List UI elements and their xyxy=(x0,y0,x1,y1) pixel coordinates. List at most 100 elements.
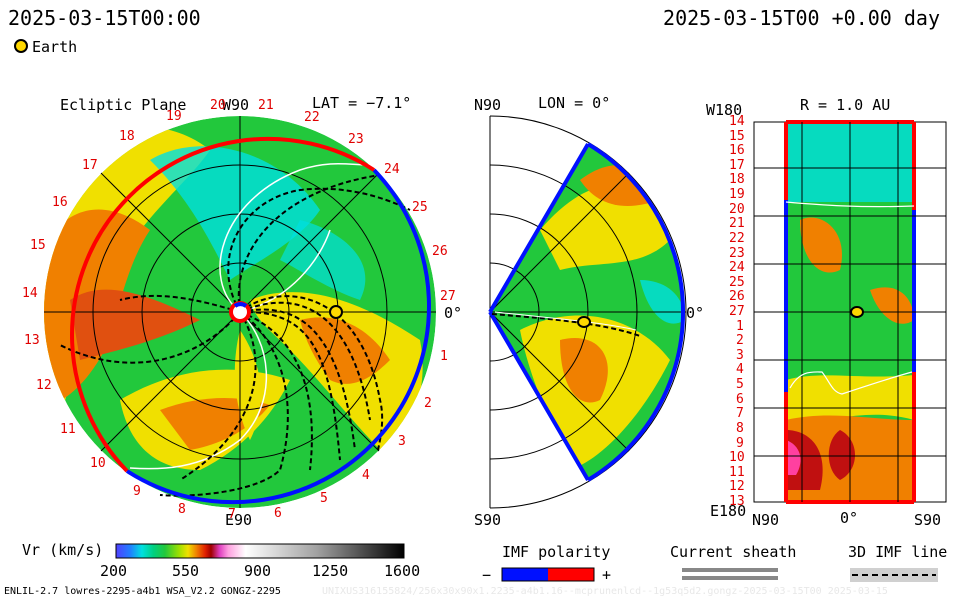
ecliptic-rot-13: 13 xyxy=(24,333,40,348)
ecliptic-rot-9: 9 xyxy=(133,484,141,499)
radial-row-label: 4 xyxy=(736,362,744,378)
ecliptic-right-label: 0° xyxy=(444,304,463,322)
ecliptic-rot-15: 15 xyxy=(30,238,46,253)
radial-row-label: 8 xyxy=(736,420,744,436)
radial-earth-marker xyxy=(850,306,864,318)
meridional-edge-south xyxy=(488,310,590,482)
ecliptic-imf-lines xyxy=(59,174,411,497)
ecliptic-rot-24: 24 xyxy=(384,162,400,177)
imf-minus-label: − xyxy=(482,566,492,584)
radial-row-label: 21 xyxy=(729,216,745,232)
radial-top-left-label: W180 xyxy=(706,101,743,119)
radial-row-label: 24 xyxy=(729,260,745,276)
meridional-grid xyxy=(489,115,687,509)
radial-bottom-zero: 0° xyxy=(840,509,859,527)
meridional-top-label: N90 xyxy=(474,96,502,114)
current-sheath-legend-line-2 xyxy=(682,576,778,580)
meridional-polarity-boundary xyxy=(586,142,685,482)
meridional-earth-marker xyxy=(577,316,591,328)
radial-row-label: 26 xyxy=(729,289,745,305)
ecliptic-rot-19: 19 xyxy=(166,109,182,124)
elapsed-timestamp: 2025-03-15T00 +0.00 day xyxy=(663,6,940,30)
ecliptic-rot-8: 8 xyxy=(178,502,186,517)
radial-row-label: 18 xyxy=(729,172,745,188)
radial-bottom-left-label: E180 xyxy=(710,502,747,520)
ecliptic-rot-2: 2 xyxy=(424,396,432,411)
ecliptic-rot-23: 23 xyxy=(348,132,364,147)
imf-swatch-border xyxy=(501,567,595,582)
radial-row-label: 25 xyxy=(729,274,745,290)
imf-polarity-label: IMF polarity xyxy=(502,543,611,561)
radial-row-label: 20 xyxy=(729,201,745,217)
footer-run-id: UNIXUS316155824/256x30x90x1.2235-a4b1.16… xyxy=(322,586,888,597)
radial-row-label: 22 xyxy=(729,230,745,246)
current-sheath-label: Current sheath xyxy=(670,543,797,561)
radial-row-label: 1 xyxy=(736,318,744,334)
radial-row-label: 27 xyxy=(729,304,745,319)
ecliptic-rot-10: 10 xyxy=(90,456,106,471)
ecliptic-rot-16: 16 xyxy=(52,195,68,210)
ecliptic-rot-26: 26 xyxy=(432,244,448,259)
ecliptic-lat-label: LAT = −7.1° xyxy=(312,94,412,112)
ecliptic-rot-3: 3 xyxy=(398,434,406,449)
ecliptic-polarity-positive xyxy=(70,136,376,473)
radial-row-label: 19 xyxy=(729,187,745,203)
radial-title: R = 1.0 AU xyxy=(800,96,891,114)
radial-row-label: 3 xyxy=(736,347,744,363)
meridional-right-label: 0° xyxy=(686,304,705,322)
radial-row-label: 17 xyxy=(729,157,745,173)
radial-row-label: 15 xyxy=(729,128,745,144)
radial-current-sheath-south xyxy=(789,371,913,395)
radial-current-sheath-north xyxy=(785,201,915,208)
radial-row-label: 9 xyxy=(736,435,744,451)
ecliptic-rot-4: 4 xyxy=(362,468,370,483)
radial-row-label: 7 xyxy=(736,406,744,422)
imf-negative-swatch xyxy=(502,568,548,581)
ecliptic-top-label: W90 xyxy=(222,96,250,114)
earth-marker-icon xyxy=(14,39,28,53)
meridional-bottom-label: S90 xyxy=(474,511,502,529)
imf-plus-label: + xyxy=(602,566,612,584)
imf-line-label: 3D IMF line xyxy=(848,543,948,561)
radial-row-label: 16 xyxy=(729,143,745,159)
radial-bottom-n90: N90 xyxy=(752,511,780,529)
ecliptic-rot-22: 22 xyxy=(304,110,320,125)
radial-row-label: 11 xyxy=(729,464,745,480)
radial-row-label: 23 xyxy=(729,245,745,261)
footer-model-info: ENLIL-2.7 lowres-2295-a4b1 WSA_V2.2 GONG… xyxy=(4,586,281,597)
meridional-current-sheath xyxy=(494,311,637,331)
ecliptic-rot-7: 7 xyxy=(228,507,236,522)
ecliptic-rot-18: 18 xyxy=(119,129,135,144)
ecliptic-rot-11: 11 xyxy=(60,422,76,437)
colorbar-tick-1600: 1600 xyxy=(384,562,421,580)
radial-row-label: 2 xyxy=(736,333,744,349)
ecliptic-rot-27: 27 xyxy=(440,289,456,304)
ecliptic-rot-12: 12 xyxy=(36,378,52,393)
radial-bottom-s90: S90 xyxy=(914,511,942,529)
colorbar-tick-900: 900 xyxy=(244,562,272,580)
imf-positive-swatch xyxy=(548,568,594,581)
radial-row-label: 14 xyxy=(729,114,745,129)
meridional-edge-north xyxy=(488,142,590,314)
start-timestamp: 2025-03-15T00:00 xyxy=(8,6,201,30)
ecliptic-rot-6: 6 xyxy=(274,506,282,521)
meridional-lon-label: LON = 0° xyxy=(538,94,611,112)
colorbar-tick-550: 550 xyxy=(172,562,200,580)
ecliptic-rot-17: 17 xyxy=(82,158,98,173)
sun-polarity-icon xyxy=(233,302,248,308)
ecliptic-rot-25: 25 xyxy=(412,200,428,215)
radial-row-label: 5 xyxy=(736,377,744,393)
ecliptic-earth-marker xyxy=(329,305,343,319)
ecliptic-bottom-label: E90 xyxy=(225,511,253,529)
ecliptic-rot-14: 14 xyxy=(22,286,38,301)
velocity-colorbar xyxy=(115,543,405,559)
ecliptic-title: Ecliptic Plane xyxy=(60,96,187,114)
colorbar-tick-1250: 1250 xyxy=(312,562,349,580)
ecliptic-rot-21: 21 xyxy=(258,98,274,113)
ecliptic-rot-5: 5 xyxy=(320,491,328,506)
ecliptic-rot-20: 20 xyxy=(210,98,226,113)
colorbar-label: Vr (km/s) xyxy=(22,541,104,559)
meridional-imf-line xyxy=(491,313,641,337)
earth-legend: Earth xyxy=(14,38,77,56)
